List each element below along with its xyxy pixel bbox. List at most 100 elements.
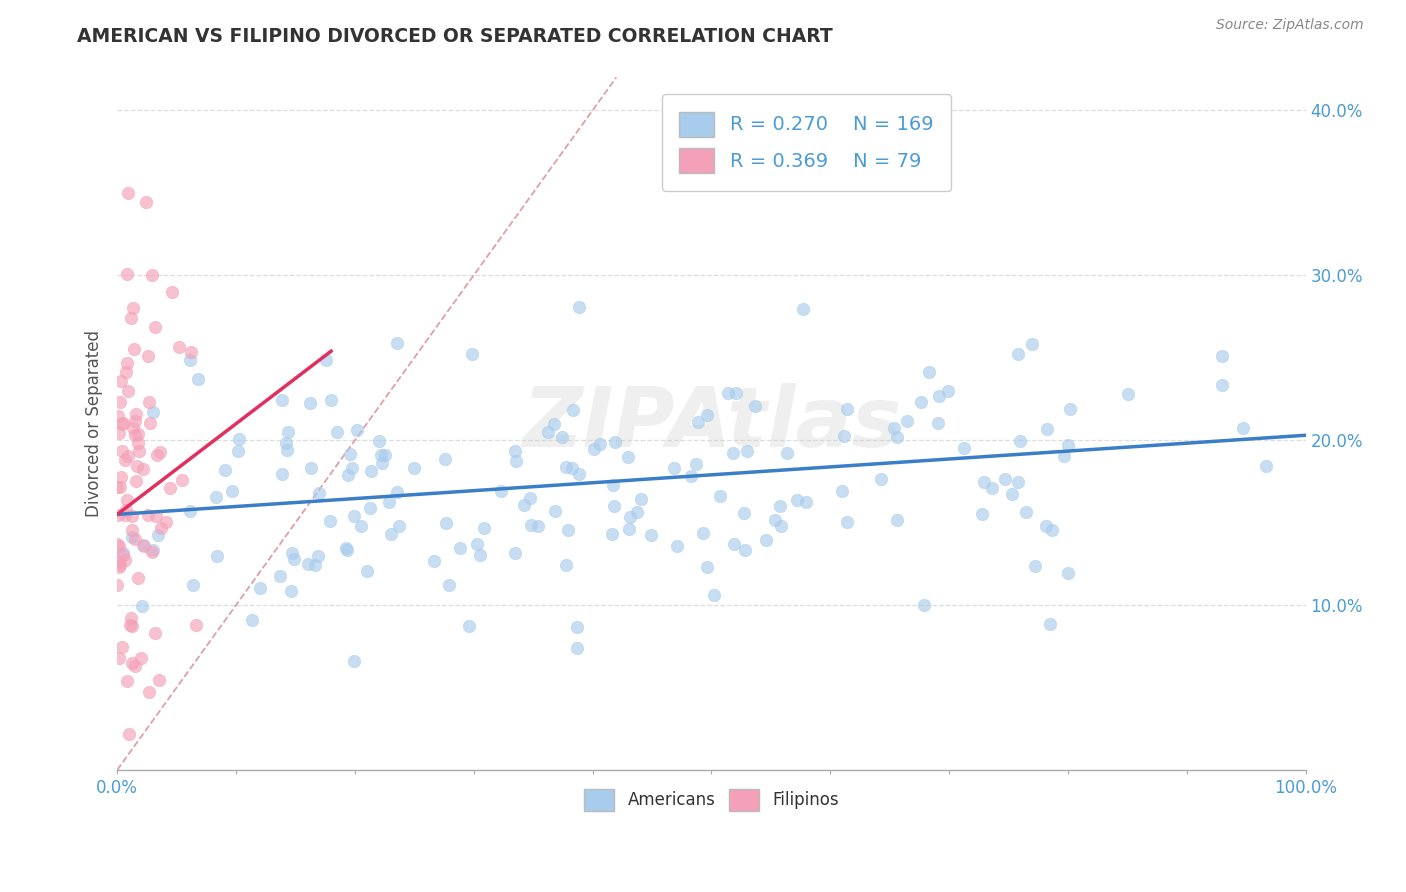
Point	[120, 310, 142, 325]
Point	[1059, 402, 1081, 417]
Point	[346, 423, 368, 437]
Point	[461, 346, 484, 360]
Point	[1035, 518, 1057, 533]
Point	[387, 336, 409, 351]
Point	[385, 484, 408, 499]
Point	[307, 549, 329, 564]
Point	[160, 285, 183, 299]
Point	[568, 467, 591, 482]
Point	[1256, 459, 1278, 474]
Point	[1232, 421, 1254, 435]
Point	[339, 447, 361, 461]
Point	[108, 539, 131, 553]
Point	[125, 475, 148, 489]
Point	[519, 491, 541, 506]
Point	[343, 508, 366, 523]
Point	[180, 345, 202, 359]
Point	[121, 619, 143, 633]
Point	[146, 449, 169, 463]
Point	[519, 517, 541, 532]
Point	[449, 541, 471, 556]
Point	[117, 186, 139, 200]
Point	[148, 673, 170, 687]
Point	[527, 518, 550, 533]
Point	[1001, 486, 1024, 500]
Point	[136, 508, 159, 522]
Point	[692, 525, 714, 540]
Point	[837, 515, 859, 529]
Point	[1015, 505, 1038, 519]
Point	[315, 353, 337, 368]
Point	[105, 578, 128, 592]
Point	[179, 353, 201, 368]
Point	[763, 513, 786, 527]
Point	[108, 650, 131, 665]
Point	[973, 475, 995, 490]
Point	[1039, 617, 1062, 632]
Point	[187, 372, 209, 386]
Point	[108, 559, 131, 574]
Point	[568, 300, 591, 314]
Point	[141, 545, 163, 559]
Point	[128, 444, 150, 458]
Point	[169, 340, 191, 354]
Point	[107, 480, 129, 494]
Point	[603, 500, 626, 514]
Point	[172, 473, 194, 487]
Point	[1024, 558, 1046, 573]
Point	[886, 513, 908, 527]
Point	[131, 599, 153, 614]
Point	[561, 403, 583, 417]
Point	[112, 417, 135, 431]
Point	[550, 430, 572, 444]
Point	[557, 524, 579, 538]
Point	[141, 405, 163, 419]
Point	[755, 533, 778, 548]
Point	[138, 395, 160, 409]
Point	[769, 519, 792, 533]
Point	[567, 640, 589, 655]
Point	[1010, 434, 1032, 448]
Text: ZIPAtlas: ZIPAtlas	[522, 384, 901, 464]
Point	[276, 443, 298, 458]
Point	[703, 587, 725, 601]
Point	[221, 484, 243, 499]
Point	[111, 640, 134, 654]
Point	[107, 426, 129, 441]
Point	[146, 528, 169, 542]
Point	[110, 374, 132, 388]
Point	[135, 194, 157, 209]
Point	[377, 495, 399, 509]
Point	[115, 674, 138, 689]
Point	[554, 558, 576, 573]
Point	[143, 625, 166, 640]
Point	[662, 461, 685, 475]
Point	[679, 469, 702, 483]
Point	[474, 521, 496, 535]
Point	[980, 481, 1002, 495]
Point	[110, 470, 132, 484]
Point	[110, 558, 132, 572]
Point	[565, 619, 588, 633]
Point	[554, 459, 576, 474]
Point	[617, 522, 640, 536]
Point	[927, 416, 949, 430]
Point	[786, 493, 808, 508]
Point	[184, 618, 207, 632]
Point	[350, 518, 373, 533]
Point	[886, 429, 908, 443]
Point	[1211, 349, 1233, 363]
Point	[1053, 449, 1076, 463]
Point	[118, 727, 141, 741]
Point	[910, 395, 932, 409]
Point	[688, 415, 710, 429]
Point	[972, 507, 994, 521]
Point	[343, 654, 366, 668]
Point	[205, 490, 228, 504]
Point	[600, 527, 623, 541]
Point	[319, 393, 342, 408]
Point	[124, 428, 146, 442]
Point	[1007, 347, 1029, 361]
Point	[583, 442, 606, 457]
Point	[769, 499, 792, 513]
